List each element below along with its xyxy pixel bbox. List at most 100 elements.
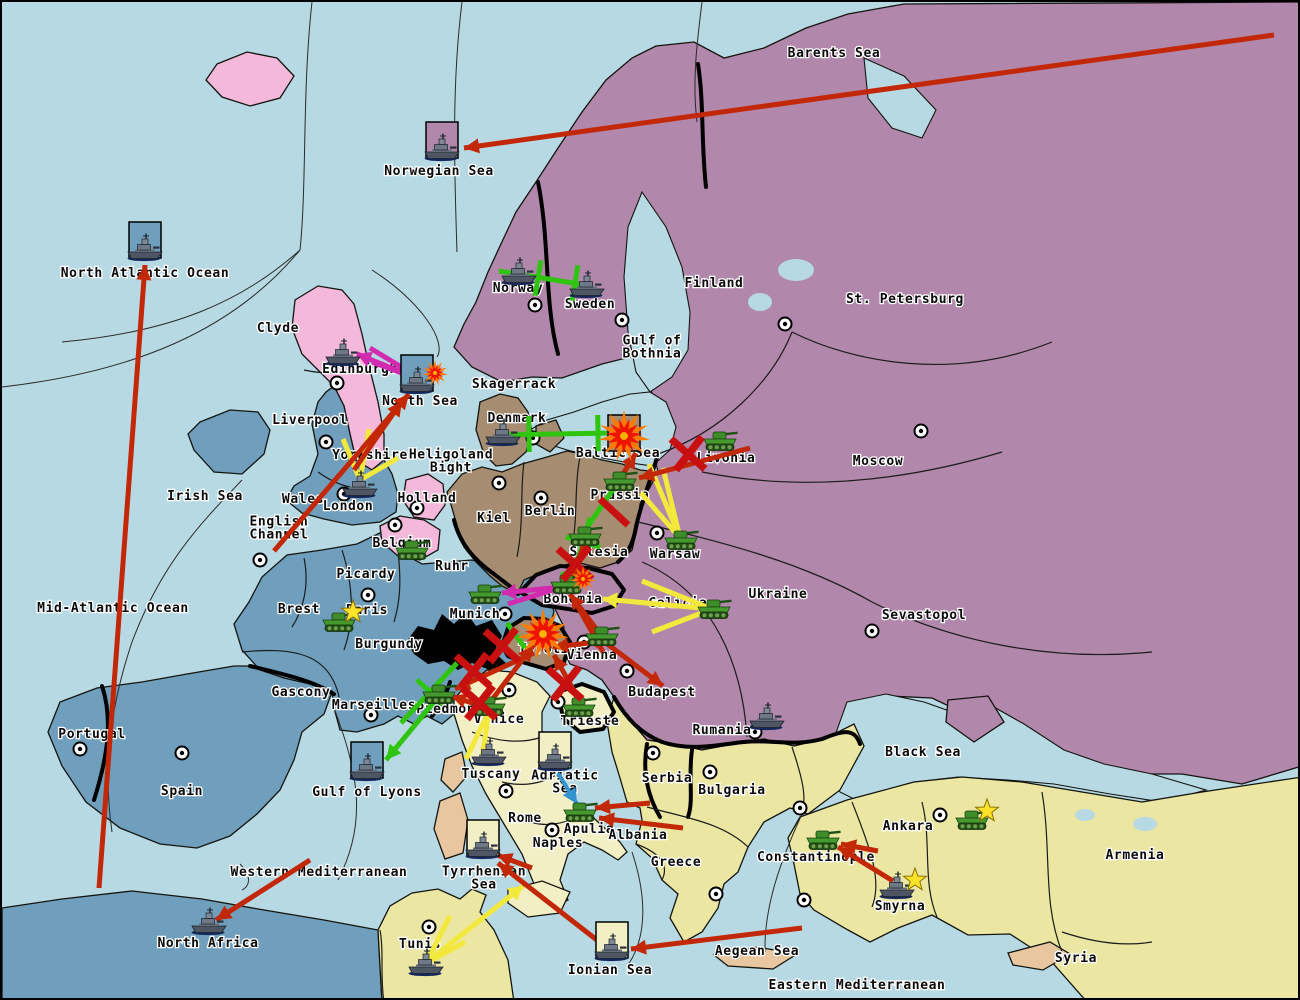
unit-army-constantinople[interactable]	[806, 830, 841, 850]
unit-army-galicia[interactable]	[697, 599, 732, 619]
result-markers	[340, 360, 1000, 891]
attack-arrow	[96, 264, 152, 889]
unit-army-apulia[interactable]	[563, 802, 598, 822]
supply-center	[792, 800, 808, 816]
supply-center	[913, 423, 929, 439]
unit-fleet-london[interactable]	[342, 470, 378, 499]
label-liverpool: Liverpool	[272, 413, 348, 428]
province-border	[871, 601, 1153, 656]
lake-van	[1075, 809, 1095, 821]
label-gulf-of-bothnia: Gulf of Bothnia	[623, 334, 682, 362]
battle-explosion	[422, 360, 448, 386]
national-border-pyrenees	[248, 664, 336, 696]
build-star	[902, 866, 928, 891]
supply-center	[702, 764, 718, 780]
label-london: London	[323, 499, 374, 514]
unit-army-warsaw[interactable]	[664, 530, 699, 550]
supply-center	[363, 707, 379, 723]
supply-center	[329, 375, 345, 391]
region-iberia[interactable]	[47, 665, 333, 849]
label-north-africa: North Africa	[157, 936, 258, 951]
label-picardy: Picardy	[337, 567, 396, 582]
unit-army-silesia[interactable]	[568, 526, 603, 546]
unit-fleet-rumania[interactable]	[749, 702, 785, 731]
label-trieste: Trieste	[561, 714, 620, 729]
attack-arrow	[598, 812, 684, 831]
supply-center	[72, 741, 88, 757]
supply-center	[864, 623, 880, 639]
province-border	[701, 451, 1003, 483]
unit-fleet-north-atlantic-ocean[interactable]	[127, 221, 163, 262]
unit-fleet-norway[interactable]	[501, 257, 537, 286]
unit-army-livonia[interactable]	[703, 431, 738, 451]
unit-fleet-sweden[interactable]	[569, 270, 605, 299]
unit-army-munich[interactable]	[468, 584, 503, 604]
water-gulf-of-bothnia[interactable]	[623, 190, 691, 393]
label-munich: Munich	[450, 607, 501, 622]
unit-fleet-adriatic-sea[interactable]	[537, 731, 573, 772]
province-border	[646, 806, 749, 848]
province-border	[1041, 791, 1063, 953]
label-vienna: Vienna	[567, 648, 618, 663]
label-berlin: Berlin	[525, 504, 576, 519]
unit-fleet-tunis[interactable]	[408, 948, 444, 977]
region-iceland	[205, 51, 295, 107]
unit-fleet-denmark[interactable]	[485, 418, 521, 447]
label-spain: Spain	[161, 784, 203, 799]
label-aegean-sea: Aegean Sea	[715, 944, 799, 959]
unit-fleet-tyrrhenian-sea[interactable]	[465, 819, 501, 860]
unit-fleet-edinburgh[interactable]	[325, 338, 361, 367]
build-star	[974, 797, 1000, 822]
unit-army-prussia[interactable]	[603, 471, 638, 491]
national-border-bohemia	[518, 564, 626, 615]
unit-army-belgium[interactable]	[395, 540, 430, 560]
unit-army-piedmont[interactable]	[422, 684, 457, 704]
province-border	[635, 843, 666, 881]
region-north-africa[interactable]	[2, 890, 383, 1000]
region-ireland[interactable]	[187, 409, 271, 475]
label-clyde: Clyde	[257, 321, 299, 336]
supply-center	[421, 919, 437, 935]
supply-center	[318, 434, 334, 450]
unit-fleet-norwegian-sea[interactable]	[424, 121, 460, 162]
unit-fleet-ionian-sea[interactable]	[594, 921, 630, 962]
national-border-finnmark	[696, 62, 708, 189]
label-heligoland-bight: Heligoland Bight	[409, 448, 493, 476]
unit-fleet-gulf-of-lyons[interactable]	[349, 741, 385, 782]
region-cyprus	[1007, 941, 1072, 971]
label-livonia: Livonia	[697, 451, 756, 466]
attack-arrow	[840, 839, 879, 855]
region-crimea[interactable]	[945, 695, 1005, 743]
attack-arrow	[496, 852, 533, 871]
unit-army-trieste[interactable]	[562, 697, 597, 717]
lake-onega	[748, 293, 772, 311]
province-border	[341, 549, 352, 651]
province-border	[516, 461, 525, 558]
supply-center	[544, 822, 560, 838]
supply-center	[498, 783, 514, 799]
province-border	[1061, 931, 1153, 945]
label-armenia: Armenia	[1106, 848, 1165, 863]
supply-center	[645, 745, 661, 761]
unit-fleet-tuscany[interactable]	[471, 738, 507, 767]
support-order	[496, 414, 615, 453]
unit-army-vienna[interactable]	[585, 626, 620, 646]
attack-arrow	[351, 399, 405, 472]
region-anatolia[interactable]	[787, 776, 1300, 1000]
label-black-sea: Black Sea	[885, 745, 961, 760]
label-skagerrack: Skagerrack	[472, 377, 556, 392]
unit-fleet-north-africa[interactable]	[191, 907, 227, 936]
unit-army-ankara[interactable]	[955, 810, 990, 830]
label-ionian-sea: Ionian Sea	[568, 963, 652, 978]
lake-urmia	[1133, 817, 1157, 831]
province-border	[851, 801, 877, 908]
unit-fleet-smyrna[interactable]	[879, 871, 915, 900]
label-eastern-mediterranean: Eastern Mediterranean	[769, 978, 946, 993]
region-italy[interactable]	[451, 669, 628, 909]
national-border-norway-sweden	[536, 180, 560, 356]
label-gulf-of-lyons: Gulf of Lyons	[312, 785, 422, 800]
label-western-mediterranean: Western Mediterranean	[231, 865, 408, 880]
province-border	[637, 521, 873, 603]
failed-order-x	[459, 683, 499, 722]
